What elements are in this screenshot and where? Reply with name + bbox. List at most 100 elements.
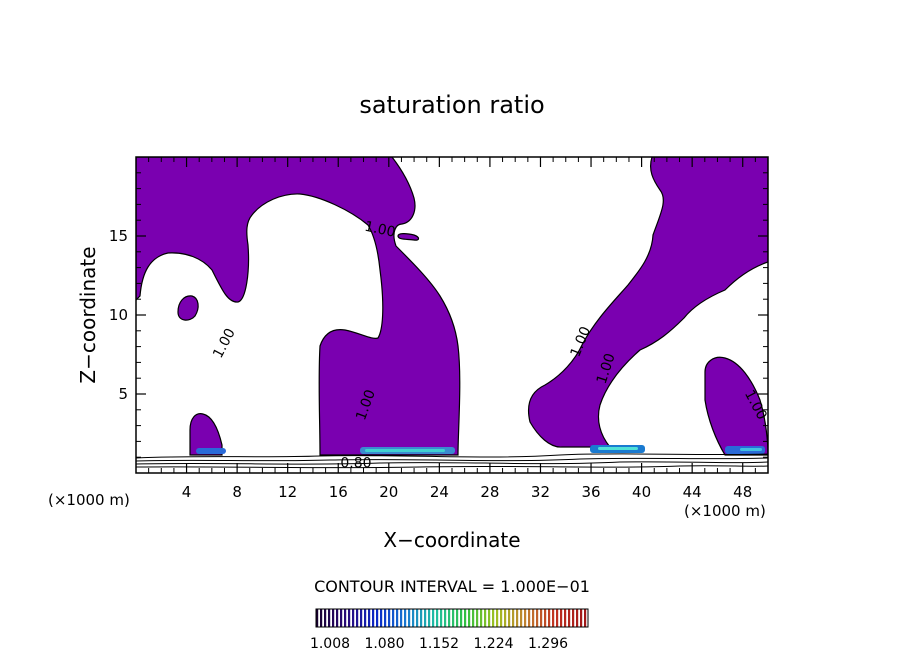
- colorbar-stripe: [472, 609, 475, 627]
- colorbar-stripe: [392, 609, 395, 627]
- region-small-cap: [397, 233, 420, 241]
- hotspot-1: [196, 448, 226, 454]
- region-bottom-left: [189, 413, 223, 456]
- colorbar-stripe: [352, 609, 355, 627]
- colorbar-stripe: [484, 609, 487, 627]
- surface-contours: [136, 453, 768, 469]
- x-tick-label: 32: [531, 483, 550, 501]
- x-tick-label: 8: [232, 483, 242, 501]
- colorbar-stripe: [428, 609, 431, 627]
- colorbar-stripe: [456, 609, 459, 627]
- colorbar-stripe: [524, 609, 527, 627]
- x-axis-label: X−coordinate: [383, 528, 520, 552]
- surface-supersaturation: [196, 445, 765, 454]
- colorbar-stripe: [432, 609, 435, 627]
- colorbar-stripe: [488, 609, 491, 627]
- region-right-cloud: [527, 157, 768, 448]
- colorbar-stripe: [556, 609, 559, 627]
- colorbar-stripe: [564, 609, 567, 627]
- hotspot-3-core: [598, 447, 638, 450]
- y-tick-label: 15: [109, 227, 128, 245]
- colorbar-stripe: [560, 609, 563, 627]
- region-small-left: [177, 295, 199, 321]
- x-tick-label: 20: [379, 483, 398, 501]
- y-axis-ticks: 5 10 15: [109, 172, 768, 458]
- contour-label: 0.80: [340, 456, 371, 472]
- colorbar-stripe: [408, 609, 411, 627]
- colorbar-stripe: [532, 609, 535, 627]
- colorbar-stripe: [528, 609, 531, 627]
- colorbar-stripe: [344, 609, 347, 627]
- region-right-lower: [704, 356, 768, 456]
- colorbar-stripe: [464, 609, 467, 627]
- colorbar-tick-label: 1.008: [310, 636, 350, 652]
- colorbar-stripe: [336, 609, 339, 627]
- colorbar-stripe: [416, 609, 419, 627]
- colorbar-stripe: [536, 609, 539, 627]
- x-unit-left: (×1000 m): [48, 491, 130, 509]
- colorbar-stripe: [316, 609, 319, 627]
- colorbar-stripe: [376, 609, 379, 627]
- colorbar-stripe: [496, 609, 499, 627]
- colorbar-stripe: [436, 609, 439, 627]
- colorbar-stripe: [324, 609, 327, 627]
- chart-title: saturation ratio: [359, 91, 544, 119]
- colorbar-stripe: [572, 609, 575, 627]
- colorbar-stripe: [404, 609, 407, 627]
- colorbar-ticks: 1.008 1.080 1.152 1.224 1.296: [310, 636, 568, 652]
- contour-interval-label: CONTOUR INTERVAL = 1.000E−01: [314, 577, 590, 596]
- colorbar-stripe: [420, 609, 423, 627]
- colorbar-stripe: [580, 609, 583, 627]
- region-left-cloud: [136, 157, 461, 456]
- colorbar-frame: [315, 608, 589, 628]
- colorbar-stripe: [380, 609, 383, 627]
- colorbar-stripe: [576, 609, 579, 627]
- colorbar-stripe: [508, 609, 511, 627]
- supersaturated-regions: [136, 157, 768, 456]
- colorbar-tick-label: 1.080: [364, 636, 404, 652]
- y-axis-label: Z−coordinate: [76, 246, 100, 383]
- colorbar-stripe: [468, 609, 471, 627]
- colorbar-stripe: [520, 609, 523, 627]
- colorbar-stripe: [512, 609, 515, 627]
- colorbar-stripe: [440, 609, 443, 627]
- colorbar-tick-label: 1.152: [419, 636, 459, 652]
- colorbar-stripe: [444, 609, 447, 627]
- colorbar-stripe: [544, 609, 547, 627]
- colorbar-stripe: [548, 609, 551, 627]
- colorbar-stripe: [476, 609, 479, 627]
- colorbar-stripe: [424, 609, 427, 627]
- colorbar-stripe: [340, 609, 343, 627]
- x-tick-label: 48: [733, 483, 752, 501]
- colorbar-stripe: [348, 609, 351, 627]
- colorbar-stripe: [388, 609, 391, 627]
- x-unit-right: (×1000 m): [684, 502, 766, 520]
- x-tick-label: 28: [480, 483, 499, 501]
- colorbar-stripe: [504, 609, 507, 627]
- colorbar-stripe: [368, 609, 371, 627]
- colorbar-stripe: [396, 609, 399, 627]
- x-tick-label: 36: [581, 483, 600, 501]
- hotspot-2-core: [365, 449, 445, 452]
- x-tick-label: 12: [278, 483, 297, 501]
- y-tick-label: 10: [109, 306, 128, 324]
- colorbar-stripe: [540, 609, 543, 627]
- colorbar-stripe: [332, 609, 335, 627]
- contour-label: 1.00: [363, 219, 397, 241]
- colorbar-stripe: [356, 609, 359, 627]
- colorbar-stripe: [320, 609, 323, 627]
- x-tick-label: 24: [430, 483, 449, 501]
- x-tick-label: 16: [329, 483, 348, 501]
- colorbar-stripe: [452, 609, 455, 627]
- x-axis-ticks: 4 8 12 16 20 24 28 32 36 40 44 48: [148, 157, 756, 501]
- colorbar-stripe: [328, 609, 331, 627]
- x-tick-label: 4: [182, 483, 192, 501]
- colorbar-stripe: [516, 609, 519, 627]
- y-tick-label: 5: [118, 385, 128, 403]
- plot-area: 1.001.001.001.001.001.000.80: [136, 157, 768, 472]
- x-tick-label: 44: [683, 483, 702, 501]
- colorbar-stripe: [360, 609, 363, 627]
- colorbar-stripe: [384, 609, 387, 627]
- colorbar-stripe: [568, 609, 571, 627]
